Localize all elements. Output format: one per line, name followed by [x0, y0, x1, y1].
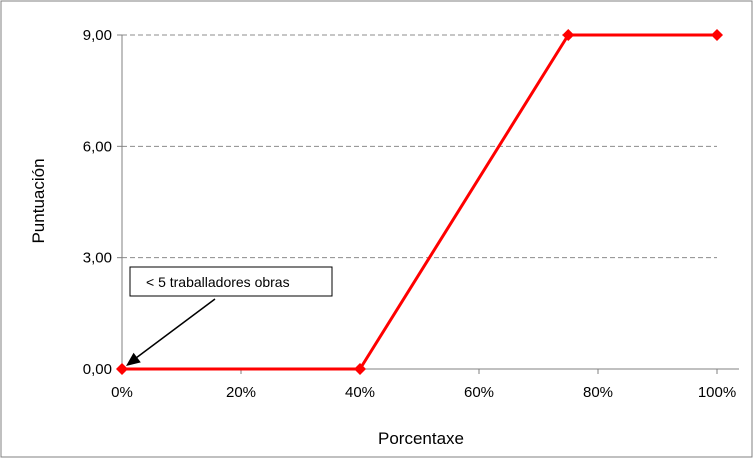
annotation-arrow-head: [126, 352, 141, 366]
x-tick-label-1: 20%: [226, 384, 256, 401]
y-tick-label-0: 0,00: [83, 361, 112, 378]
annotation-text: < 5 traballadores obras: [146, 274, 290, 290]
series-line-0: [122, 33, 717, 371]
annotation-box: [129, 266, 333, 297]
y-tick-labels: 0,00 3,00 6,00 9,00: [83, 27, 112, 378]
data-point-3: [711, 29, 723, 41]
y-tick-label-2: 6,00: [83, 138, 112, 155]
x-tick-label-4: 80%: [583, 384, 613, 401]
y-axis-title: Puntuación: [29, 158, 48, 243]
x-tick-label-3: 60%: [464, 384, 494, 401]
annotation: < 5 traballadores obras: [126, 266, 333, 366]
data-point-0: [116, 363, 128, 375]
x-tick-label-0: 0%: [111, 384, 133, 401]
data-point-2: [562, 29, 575, 41]
series-layer: [116, 29, 723, 375]
y-tick-label-1: 3,00: [83, 250, 112, 267]
annotation-arrow-line: [131, 298, 216, 362]
data-point-1: [354, 363, 366, 375]
grid-lines: [122, 34, 717, 259]
y-tick-label-3: 9,00: [83, 27, 112, 44]
x-tick-label-5: 100%: [698, 384, 736, 401]
x-tick-label-2: 40%: [345, 384, 375, 401]
x-tick-labels: 0% 20% 40% 60% 80% 100%: [111, 384, 736, 401]
x-axis-title: Porcentaxe: [378, 429, 464, 448]
